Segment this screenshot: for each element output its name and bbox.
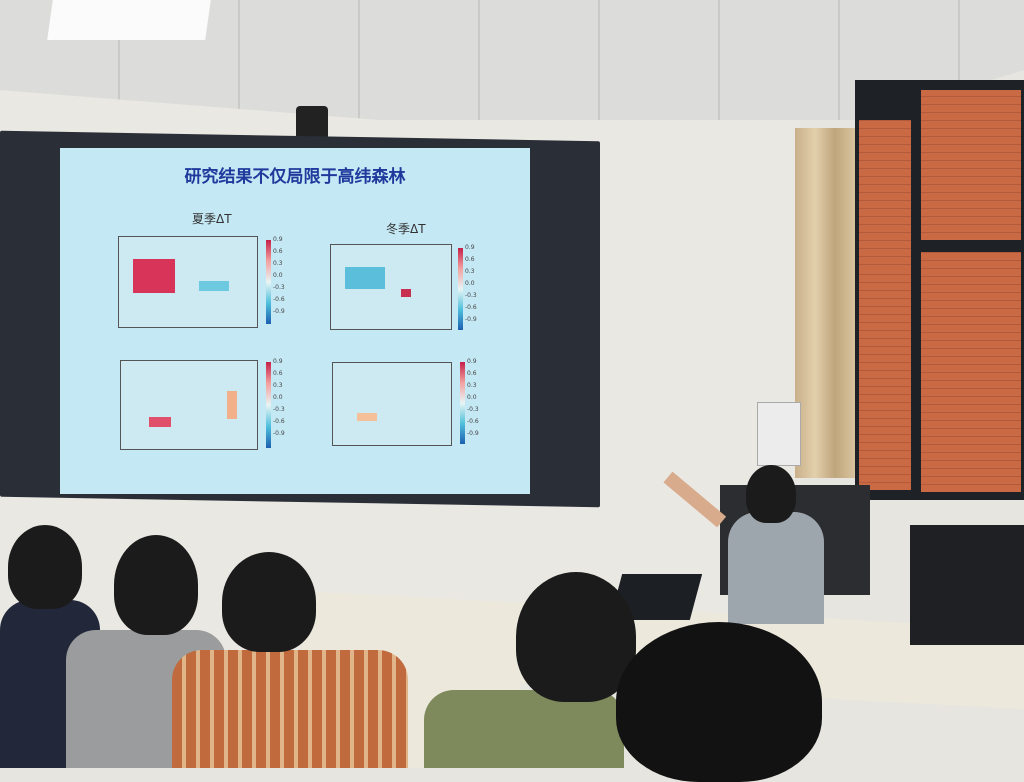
tick: 0.9 [465, 244, 475, 251]
tick: 0.6 [467, 370, 477, 377]
colorbar-ticks: 0.9 0.6 0.3 0.0 -0.3 -0.6 -0.9 [467, 356, 479, 440]
tick: -0.9 [273, 308, 285, 315]
tick: 0.3 [273, 260, 283, 267]
presenter-shirt [728, 512, 824, 624]
tick: -0.9 [465, 316, 477, 323]
audience-head [114, 535, 198, 635]
tick: 0.0 [273, 394, 283, 401]
map-australia-summer [120, 360, 258, 450]
colorbar-ticks: 0.9 0.6 0.3 0.0 -0.3 -0.6 -0.9 [465, 242, 477, 326]
presenter-head [746, 465, 796, 523]
tick: -0.6 [467, 418, 479, 425]
tick: -0.6 [273, 418, 285, 425]
tick: -0.6 [273, 296, 285, 303]
hotspot [133, 259, 175, 293]
colorbar-ticks: 0.9 0.6 0.3 0.0 -0.3 -0.6 -0.9 [273, 234, 285, 318]
map-usa-winter [330, 244, 452, 330]
audience-member [424, 690, 624, 768]
tick: 0.9 [273, 358, 283, 365]
tick: 0.6 [273, 248, 283, 255]
slide-title: 研究结果不仅局限于高纬森林 [184, 167, 406, 187]
tick: 0.0 [467, 394, 477, 401]
office-chairs [910, 525, 1024, 645]
window-pane [921, 90, 1021, 240]
window-pane [859, 270, 911, 490]
tick: 0.0 [465, 280, 475, 287]
presentation-slide: 研究结果不仅局限于高纬森林 夏季ΔT 冬季ΔT 0.9 0.6 0.3 0.0 -0.3… [60, 148, 530, 494]
tick: 0.9 [467, 358, 477, 365]
warmspot [227, 391, 237, 419]
colorbar [458, 248, 463, 330]
tick: -0.6 [465, 304, 477, 311]
tick: 0.3 [467, 382, 477, 389]
warmspot [357, 413, 377, 421]
curtain [795, 128, 855, 478]
tick: -0.3 [467, 406, 479, 413]
tick: -0.9 [467, 430, 479, 437]
tick: -0.3 [273, 406, 285, 413]
audience-head [222, 552, 316, 652]
tick: 0.6 [465, 256, 475, 263]
coldspot [345, 267, 385, 289]
hotspot [401, 289, 411, 297]
summer-label: 夏季ΔT [192, 212, 232, 226]
security-camera [296, 106, 328, 140]
coldspot [199, 281, 229, 291]
winter-label: 冬季ΔT [386, 222, 426, 236]
window-pane [921, 252, 1021, 492]
colorbar-ticks: 0.9 0.6 0.3 0.0 -0.3 -0.6 -0.9 [273, 356, 285, 440]
audience-head [616, 622, 822, 782]
audience-head [516, 572, 636, 702]
tick: 0.6 [273, 370, 283, 377]
audience-head [8, 525, 82, 609]
window-pane [859, 120, 911, 296]
ceiling-light [47, 0, 211, 40]
map-usa-summer [118, 236, 258, 328]
tick: -0.3 [465, 292, 477, 299]
audience-member [172, 650, 408, 768]
hotspot [149, 417, 171, 427]
tick: 0.3 [273, 382, 283, 389]
tick: 0.3 [465, 268, 475, 275]
colorbar [266, 240, 271, 324]
tick: -0.9 [273, 430, 285, 437]
window [855, 80, 1024, 500]
tick: -0.3 [273, 284, 285, 291]
colorbar [460, 362, 465, 444]
wall-panel [757, 402, 801, 466]
tick: 0.9 [273, 236, 283, 243]
tick: 0.0 [273, 272, 283, 279]
map-australia-winter [332, 362, 452, 446]
colorbar [266, 362, 271, 448]
